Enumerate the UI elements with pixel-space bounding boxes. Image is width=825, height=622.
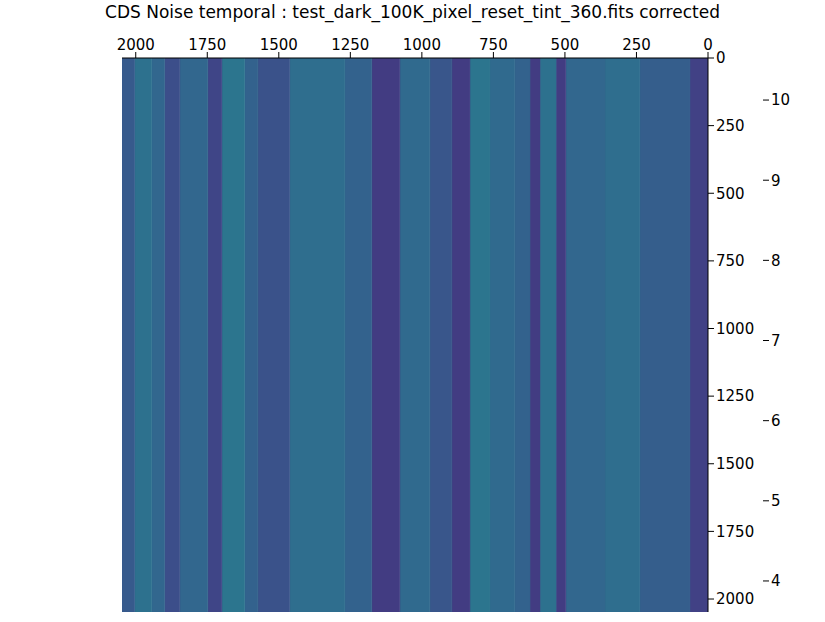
svg-text:750: 750 — [716, 252, 745, 270]
svg-text:8: 8 — [771, 252, 781, 270]
svg-text:1750: 1750 — [716, 523, 754, 541]
svg-text:1750: 1750 — [188, 36, 226, 54]
svg-text:6: 6 — [771, 412, 781, 430]
svg-text:2000: 2000 — [117, 36, 155, 54]
svg-text:5: 5 — [771, 492, 781, 510]
svg-text:250: 250 — [622, 36, 651, 54]
svg-text:750: 750 — [479, 36, 508, 54]
svg-text:1250: 1250 — [331, 36, 369, 54]
svg-text:1000: 1000 — [403, 36, 441, 54]
svg-text:0: 0 — [703, 36, 713, 54]
html-text:CDS Noise temporal : test_dark: CDS Noise temporal : test_dark_100K_pixe… — [105, 2, 720, 22]
svg-text:1500: 1500 — [716, 455, 754, 473]
svg-text:250: 250 — [716, 117, 745, 135]
svg-text:1000: 1000 — [716, 320, 754, 338]
svg-text:4: 4 — [771, 572, 781, 590]
svg-text:1500: 1500 — [260, 36, 298, 54]
svg-text:500: 500 — [551, 36, 580, 54]
svg-text:9: 9 — [771, 172, 781, 190]
svg-text:500: 500 — [716, 185, 745, 203]
svg-text:7: 7 — [771, 332, 781, 350]
svg-text:10: 10 — [771, 91, 790, 109]
svg-text:0: 0 — [716, 49, 726, 67]
svg-text:2000: 2000 — [716, 590, 754, 608]
svg-text:1250: 1250 — [716, 387, 754, 405]
